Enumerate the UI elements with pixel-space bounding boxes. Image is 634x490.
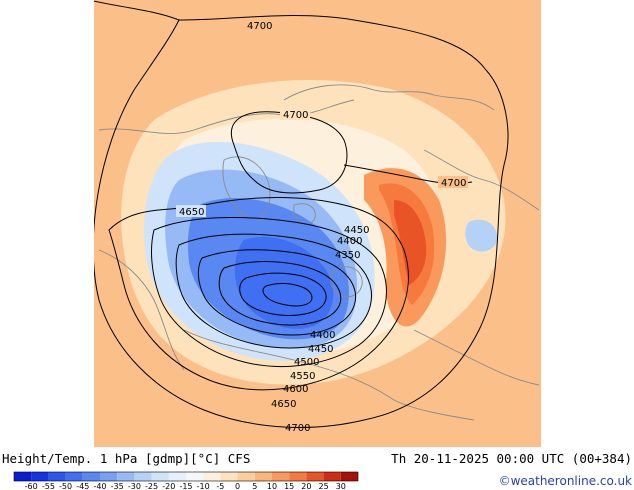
colorbar-swatch (31, 472, 49, 481)
colorbar-tick-label: 10 (267, 482, 277, 490)
colorbar-tick-label: 25 (319, 482, 329, 490)
colorbar-swatch (134, 472, 152, 481)
colorbar-swatch (323, 472, 341, 481)
colorbar-swatch (237, 472, 255, 481)
contour-label: 4700 (285, 423, 310, 434)
colorbar-swatch (220, 472, 238, 481)
contour-label: 4350 (335, 250, 360, 261)
contour-label: 4450 (308, 344, 333, 355)
colorbar-tick-label: -5 (216, 482, 224, 490)
contour-label: 4500 (294, 357, 319, 368)
contour-label: 4650 (271, 399, 296, 410)
contour-label: 4700 (283, 110, 308, 121)
colorbar-tick-label: -30 (128, 482, 141, 490)
colorbar-swatch (151, 472, 169, 481)
colorbar-swatch (82, 472, 100, 481)
credit-link[interactable]: ©weatheronline.co.uk (498, 474, 632, 488)
colorbar-tick-label: -45 (76, 482, 89, 490)
contour-label: 4700 (247, 21, 272, 32)
colorbar-swatch (14, 472, 32, 481)
colorbar-tick-label: -10 (197, 482, 210, 490)
colorbar-tick-label: 0 (235, 482, 240, 490)
contour-label: 4400 (337, 236, 362, 247)
contour-label: 4600 (283, 384, 308, 395)
colorbar-tick-label: -55 (42, 482, 55, 490)
colorbar-tick-label: -25 (145, 482, 158, 490)
colorbar-tick-label: 15 (284, 482, 294, 490)
contour-label: 4450 (344, 225, 369, 236)
coastlines (98, 84, 540, 421)
colorbar-swatch (65, 472, 83, 481)
colorbar-swatch (272, 472, 290, 481)
colorbar-tick-label: 20 (301, 482, 311, 490)
colorbar-swatch (254, 472, 272, 481)
colorbar-swatch (117, 472, 135, 481)
weather-map: 4700 4700 4700 4650 4450 4400 4350 4400 … (94, 0, 541, 447)
map-title: Height/Temp. 1 hPa [gdmp][°C] CFS (2, 451, 251, 466)
colorbar-swatch (186, 472, 204, 481)
colorbar-tick-label: -20 (162, 482, 175, 490)
colorbar-swatch (203, 472, 221, 481)
colorbar-swatch (48, 472, 66, 481)
colorbar-border (13, 471, 359, 482)
colorbar-tick-label: -40 (93, 482, 106, 490)
temperature-field-coldest (234, 236, 334, 329)
temperature-field-patch (465, 219, 498, 252)
colorbar-tick-label: -15 (179, 482, 192, 490)
contour-label: 4650 (179, 207, 204, 218)
contour-label: 4700 (441, 178, 466, 189)
temperature-field-hottest (394, 200, 427, 285)
colorbar-tick-label: -50 (59, 482, 72, 490)
colorbar-swatch (306, 472, 324, 481)
contour-label: 4400 (310, 330, 335, 341)
colorbar-tick-label: -35 (111, 482, 124, 490)
colorbar-swatch (340, 472, 358, 481)
colorbar-tick-label: 5 (252, 482, 257, 490)
colorbar: -60 -55 -50 -45 -40 -35 -30 -25 -20 -15 -10 -5 0 5 10 1… (13, 471, 359, 490)
colorbar-swatch (289, 472, 307, 481)
contour-labels: 4700 4700 4700 4650 4450 4400 4350 4400 … (176, 19, 468, 434)
colorbar-tick-label: 30 (336, 482, 346, 490)
colorbar-swatch (100, 472, 118, 481)
colorbar-tick-label: -60 (25, 482, 38, 490)
contour-label: 4550 (290, 371, 315, 382)
colorbar-swatch (168, 472, 186, 481)
valid-datetime: Th 20-11-2025 00:00 UTC (00+384) (391, 451, 632, 466)
